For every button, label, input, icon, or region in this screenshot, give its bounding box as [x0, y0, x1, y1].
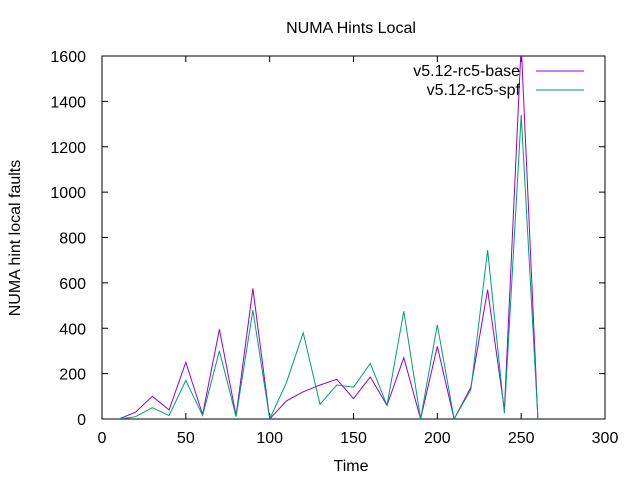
y-tick-label: 1200 [50, 140, 86, 157]
y-axis-label: NUMA hint local faults [7, 160, 24, 317]
y-tick-label: 400 [59, 321, 86, 338]
y-tick-label: 1000 [50, 185, 86, 202]
y-tick-label: 800 [59, 231, 86, 248]
legend: v5.12-rc5-base v5.12-rc5-spf [413, 63, 584, 99]
x-tick-label: 0 [98, 430, 107, 447]
x-tick-label: 300 [592, 430, 619, 447]
series-line-1 [118, 114, 539, 419]
y-tick-label: 200 [59, 367, 86, 384]
y-tick-label: 0 [77, 412, 86, 429]
chart-title: NUMA Hints Local [286, 20, 416, 37]
legend-label-0: v5.12-rc5-base [413, 63, 520, 80]
series-lines [118, 56, 539, 419]
axis-ticks: 0 50 100 150 200 250 300 0 200 400 600 800 1000 1200 1… [50, 49, 618, 447]
x-axis-label: Time [334, 458, 369, 475]
x-tick-label: 150 [340, 430, 367, 447]
y-tick-label: 1600 [50, 49, 86, 66]
x-tick-label: 250 [508, 430, 535, 447]
legend-label-1: v5.12-rc5-spf [427, 82, 521, 99]
series-line-0 [118, 56, 539, 419]
y-tick-label: 1400 [50, 94, 86, 111]
x-tick-label: 50 [177, 430, 195, 447]
x-tick-label: 200 [424, 430, 451, 447]
y-tick-label: 600 [59, 276, 86, 293]
x-tick-label: 100 [256, 430, 283, 447]
